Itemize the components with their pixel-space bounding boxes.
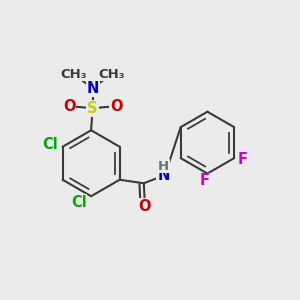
Text: O: O <box>110 99 122 114</box>
Text: Cl: Cl <box>42 137 58 152</box>
Text: Cl: Cl <box>71 195 87 210</box>
Text: S: S <box>87 101 98 116</box>
Text: H: H <box>158 160 169 173</box>
Text: F: F <box>238 152 248 167</box>
Text: CH₃: CH₃ <box>60 68 87 80</box>
Text: N: N <box>158 167 170 182</box>
Text: CH₃: CH₃ <box>98 68 125 80</box>
Text: N: N <box>86 81 99 96</box>
Text: O: O <box>63 99 75 114</box>
Text: F: F <box>200 173 210 188</box>
Text: O: O <box>138 199 150 214</box>
